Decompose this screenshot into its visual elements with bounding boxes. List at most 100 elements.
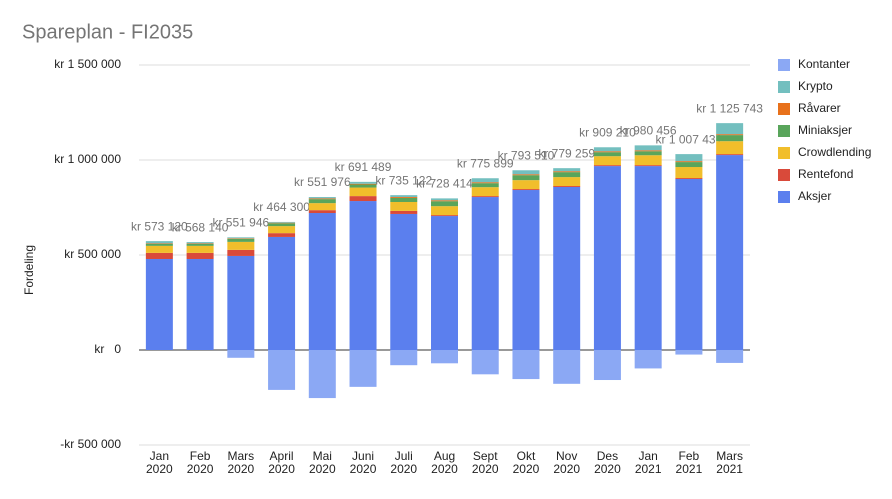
- bar-segment: [145, 243, 173, 246]
- bar-segment: [512, 350, 540, 380]
- bar-segment: [634, 151, 662, 156]
- total-label: kr 779 259: [538, 146, 595, 160]
- x-tick-label: Jan 2020: [146, 449, 173, 476]
- legend-label: Aksjer: [798, 189, 831, 203]
- bar-segment: [145, 241, 173, 244]
- bar-segment: [227, 255, 255, 350]
- legend-swatch: [778, 59, 790, 71]
- bar-segment: [186, 258, 214, 350]
- bar-segment: [145, 258, 173, 350]
- x-tick-label: Des 2020: [594, 449, 621, 476]
- x-tick-label: Jan 2021: [635, 449, 662, 476]
- bar-segment: [227, 237, 255, 239]
- bar-segment: [308, 203, 336, 211]
- bar-segment: [186, 252, 214, 259]
- bar-segment: [512, 175, 540, 181]
- total-label: kr 1 125 743: [696, 101, 763, 115]
- total-label: kr 793 510: [498, 148, 555, 162]
- bar-segment: [634, 350, 662, 369]
- bar-segment: [390, 210, 418, 214]
- total-label: kr 573 120: [131, 219, 188, 233]
- legend-label: Krypto: [798, 79, 833, 93]
- bar-segment: [227, 249, 255, 256]
- bar-segment: [553, 186, 581, 350]
- legend-swatch: [778, 147, 790, 159]
- bar-segment: [471, 196, 499, 198]
- x-tick-label: Mars 2021: [716, 449, 743, 476]
- bar-segment: [471, 183, 499, 188]
- bar-segment: [716, 155, 744, 350]
- bar-segment: [634, 166, 662, 350]
- bar-segment: [227, 241, 255, 250]
- legend-label: Miniaksjer: [798, 123, 852, 137]
- bar-segment: [268, 233, 296, 237]
- bar-segment: [349, 183, 377, 185]
- chart-title: Spareplan - FI2035: [22, 21, 193, 43]
- bar-segment: [431, 350, 458, 364]
- bar-segment: [268, 223, 296, 227]
- bar-segment: [553, 168, 581, 172]
- bar-segment: [716, 134, 744, 136]
- bar-segment: [145, 243, 173, 244]
- bar-segment: [471, 187, 499, 197]
- bar-segment: [634, 150, 662, 152]
- bar-segment: [512, 190, 540, 350]
- bar-segment: [512, 189, 540, 191]
- bar-segment: [675, 154, 703, 162]
- total-label: kr 980 456: [620, 124, 677, 138]
- bar-segment: [512, 174, 540, 176]
- bar-segment: [431, 216, 458, 350]
- x-tick-label: Mai 2020: [309, 449, 336, 476]
- bar-segment: [390, 213, 418, 350]
- bar-segment: [593, 152, 621, 157]
- total-label: kr 551 976: [294, 175, 351, 189]
- bar-segment: [634, 145, 662, 151]
- bar-segment: [390, 198, 418, 202]
- bar-segment: [675, 161, 703, 163]
- bar-segment: [349, 181, 377, 184]
- bar-segment: [634, 165, 662, 167]
- legend-swatch: [778, 125, 790, 137]
- bar-segment: [390, 195, 418, 198]
- x-tick-label: Aug 2020: [431, 449, 458, 476]
- bar-segment: [308, 213, 336, 350]
- bar-segment: [593, 156, 621, 166]
- bar-segment: [716, 350, 744, 363]
- x-tick-label: Juli 2020: [390, 449, 417, 476]
- total-label: kr 691 489: [335, 160, 392, 174]
- legend-label: Råvarer: [798, 101, 841, 115]
- total-label: kr 735 122: [375, 173, 432, 187]
- legend-swatch: [778, 169, 790, 181]
- legend-label: Crowdlending: [798, 145, 871, 159]
- bar-segment: [471, 350, 499, 375]
- y-tick-label: kr 1 500 000: [54, 57, 121, 71]
- bar-segment: [431, 201, 458, 207]
- bar-segment: [431, 200, 458, 202]
- total-label: kr 1 007 431: [656, 132, 723, 146]
- x-tick-label: Feb 2021: [676, 449, 703, 476]
- bar-segment: [675, 350, 703, 355]
- bar-segment: [186, 242, 214, 244]
- bar-segment: [186, 245, 214, 253]
- bar-segment: [716, 154, 744, 156]
- bar-segment: [593, 165, 621, 167]
- bar-segment: [227, 238, 255, 242]
- bar-segment: [471, 197, 499, 350]
- bar-segment: [471, 182, 499, 184]
- x-tick-label: Okt 2020: [513, 449, 540, 476]
- bar-segment: [308, 210, 336, 214]
- x-tick-label: Sept 2020: [472, 449, 499, 476]
- bar-segment: [593, 166, 621, 350]
- bar-segment: [268, 222, 296, 224]
- bar-segment: [431, 206, 458, 216]
- bar-segment: [186, 243, 214, 244]
- bar-segment: [390, 350, 418, 366]
- bar-segment: [553, 172, 581, 178]
- y-axis-label: Fordeling: [22, 245, 36, 295]
- bar-segment: [471, 178, 499, 183]
- y-tick-label: kr 500 000: [64, 247, 121, 261]
- legend-swatch: [778, 103, 790, 115]
- bar-segment: [268, 221, 296, 223]
- bar-segment: [349, 201, 377, 350]
